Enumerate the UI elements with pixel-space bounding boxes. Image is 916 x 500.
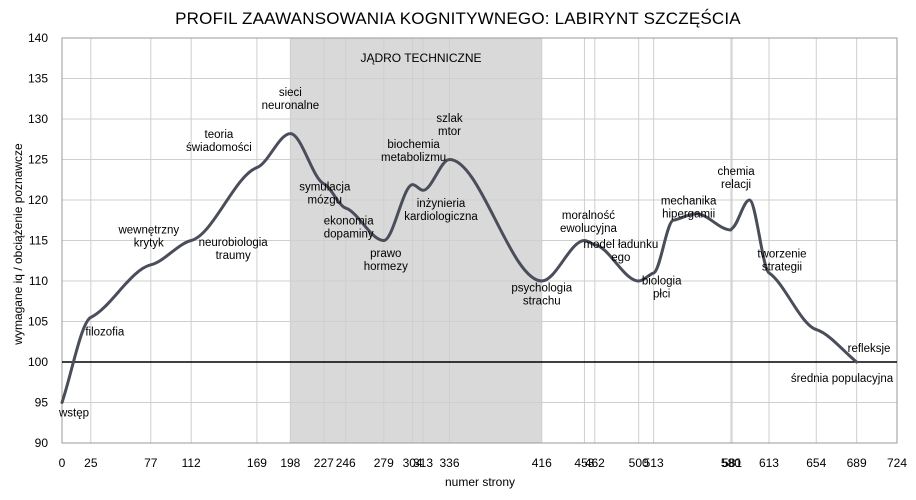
x-tick-label: 453 [574, 456, 594, 470]
x-tick-label: 500 [629, 456, 649, 470]
annotation-label: neurobiologia traumy [199, 237, 269, 262]
x-tick-label: 304 [403, 456, 423, 470]
x-tick-label: 246 [336, 456, 356, 470]
y-tick-label: 140 [28, 31, 48, 45]
y-tick-label: 95 [35, 396, 49, 410]
band-label: JĄDRO TECHNICZNE [360, 51, 481, 65]
plot-frame [61, 37, 898, 444]
y-tick-label: 135 [28, 72, 48, 86]
x-tick-label: 313 [413, 456, 433, 470]
annotation-label: wewnętrzny krytyk [117, 224, 179, 249]
x-tick-label: 416 [532, 456, 552, 470]
x-tick-label: 581 [722, 456, 742, 470]
tick-group: 90 95 100 105 110 115 120 125 130 135 140 0 25 77 112 1… [28, 31, 907, 470]
x-tick-label: 580 [721, 456, 741, 470]
annotation-label: prawo hormezy [364, 248, 408, 273]
x-axis-label: numer strony [445, 475, 515, 489]
annotation-label: szlak mtor [436, 113, 462, 138]
chart-title: PROFIL ZAAWANSOWANIA KOGNITYWNEGO: LABIR… [175, 9, 741, 28]
y-tick-label: 100 [28, 355, 48, 369]
x-tick-label: 279 [374, 456, 394, 470]
annotation-label: model ładunku ego [583, 239, 658, 264]
x-tick-label: 0 [59, 456, 66, 470]
y-tick-label: 130 [28, 112, 48, 126]
annotation-label: teoria świadomości [186, 129, 252, 154]
annotation-label: biochemia metabolizmu [381, 139, 446, 164]
reference-label: średnia populacyjna [791, 373, 894, 385]
x-tick-label: 513 [644, 456, 664, 470]
x-tick-label: 112 [182, 456, 201, 470]
annotation-label: sieci neuronalne [262, 87, 320, 112]
x-tick-label: 336 [439, 456, 459, 470]
annotation-label: refleksje [848, 343, 891, 355]
x-tick-label: 724 [887, 456, 907, 470]
x-tick-label: 613 [759, 456, 779, 470]
annotation-label: psychologia strachu [511, 283, 572, 308]
x-tick-label: 654 [806, 456, 826, 470]
y-tick-label: 115 [29, 234, 48, 248]
x-tick-label: 227 [314, 456, 334, 470]
x-tick-label: 25 [84, 456, 98, 470]
annotation-label: biologia płci [642, 276, 682, 301]
x-tick-label: 77 [144, 456, 158, 470]
x-tick-label: 689 [847, 456, 867, 470]
annotation-label: symulacja mózgu [299, 181, 351, 206]
y-axis-label: wymagane iq / obciążenie poznawcze [11, 143, 25, 346]
y-tick-label: 105 [28, 315, 48, 329]
annotation-label: moralność ewolucyjna [560, 210, 617, 235]
frame-group [61, 37, 898, 444]
y-tick-label: 90 [35, 436, 49, 450]
annotation-label: mechanika hipergamii [661, 195, 717, 220]
annotation-label: ekonomia dopaminy [324, 216, 374, 241]
annotation-label: inżynieria kardiologiczna [404, 198, 478, 223]
y-tick-label: 125 [28, 153, 48, 167]
x-tick-label: 169 [247, 456, 267, 470]
y-tick-label: 120 [28, 193, 48, 207]
y-tick-label: 110 [29, 274, 48, 288]
annotation-label: tworzenie strategii [757, 248, 806, 273]
series-group [60, 132, 859, 404]
x-tick-label: 198 [280, 456, 300, 470]
annotation-label: filozofia [85, 326, 125, 338]
grid-group [61, 37, 898, 444]
annotation-label: wstęp [58, 408, 89, 420]
series-line [60, 132, 859, 404]
annotation-label: chemia relacji [718, 166, 756, 191]
x-tick-label: 462 [585, 456, 605, 470]
annotation-group: wstęp filozofia wewnętrzny krytyk neurobiolo… [58, 87, 890, 419]
